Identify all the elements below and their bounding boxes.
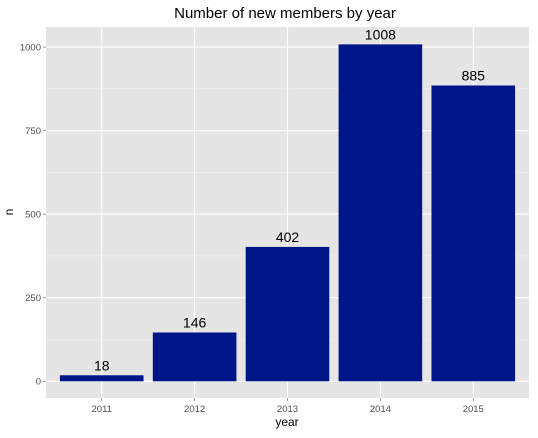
x-axis-label: year [275,415,298,429]
y-tick-label: 0 [36,377,41,388]
y-tick-label: 750 [25,126,41,137]
data-labels: 18 146 402 1008 885 [94,26,485,373]
x-tick-label: 2014 [370,404,391,415]
data-label-2013: 402 [276,229,300,245]
data-label-2012: 146 [183,314,207,330]
x-tick-label: 2011 [92,404,112,415]
y-axis-label: n [2,209,16,216]
x-axis-ticks: 2011 2012 2013 2014 2015 [92,398,484,415]
bar-2012 [152,332,237,382]
bar-2015 [431,85,516,382]
bar-2014 [338,44,423,382]
y-tick-label: 250 [25,293,41,304]
data-label-2014: 1008 [365,26,396,42]
y-tick-label: 1000 [20,42,41,53]
bars [59,44,516,382]
bar-2011 [59,375,144,382]
data-label-2015: 885 [462,67,486,83]
x-tick-label: 2015 [463,404,484,415]
x-tick-label: 2013 [277,404,298,415]
y-tick-label: 500 [25,209,41,220]
chart-title: Number of new members by year [174,5,396,22]
x-tick-label: 2012 [184,404,205,415]
bar-2013 [245,246,330,382]
data-label-2011: 18 [94,357,110,373]
y-axis-ticks: 0 250 500 750 1000 [20,42,46,388]
